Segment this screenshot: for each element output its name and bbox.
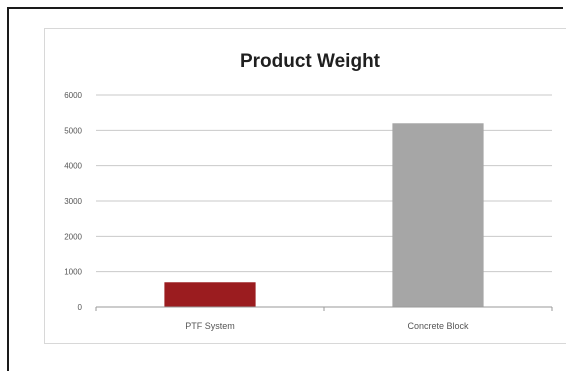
y-tick-label: 4000 <box>64 162 82 171</box>
x-category-label: Concrete Block <box>407 321 469 331</box>
y-tick-label: 3000 <box>64 197 82 206</box>
y-tick-label: 6000 <box>64 91 82 100</box>
x-axis-category-labels: PTF System Concrete Block <box>95 307 553 331</box>
y-tick-label: 5000 <box>64 126 82 135</box>
y-axis-tick-labels: 0 1000 2000 3000 4000 5000 6000 <box>64 91 82 312</box>
y-tick-label: 1000 <box>64 268 82 277</box>
x-category-label: PTF System <box>185 321 235 331</box>
y-tick-label: 2000 <box>64 232 82 241</box>
chart-title: Product Weight <box>240 51 381 72</box>
bars <box>164 123 484 308</box>
bar-ptf-system <box>164 282 256 307</box>
bar-concrete-block <box>392 123 484 308</box>
gridlines <box>96 94 552 273</box>
y-tick-label: 0 <box>78 303 83 312</box>
